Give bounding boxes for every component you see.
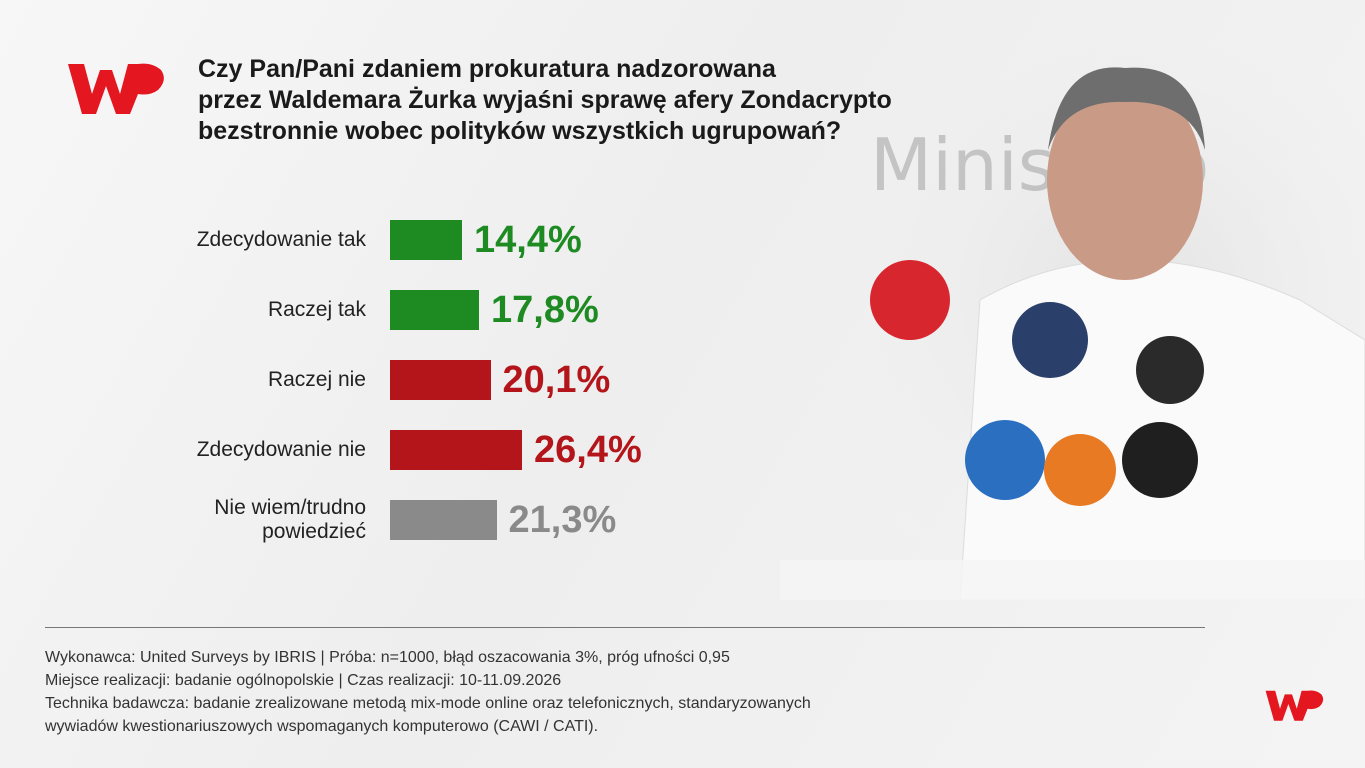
footer-rule	[45, 627, 1205, 628]
category-label: Raczej tak	[267, 298, 366, 321]
footer-line: Technika badawcza: badanie zrealizowane …	[45, 695, 811, 712]
value-label: 26,4%	[534, 429, 642, 471]
title-line: przez Waldemara Żurka wyjaśni sprawę afe…	[198, 86, 892, 114]
wp-logo-small	[1265, 690, 1324, 721]
bar	[390, 360, 491, 400]
category-label: Zdecydowanie nie	[196, 438, 366, 461]
value-label: 21,3%	[508, 499, 617, 541]
bar	[390, 290, 479, 330]
category-label: Nie wiem/trudno powiedzieć	[214, 496, 366, 543]
bar	[390, 430, 522, 470]
wp-logo	[68, 63, 164, 114]
footer-line: wywiadów kwestionariuszowych wspomaganyc…	[45, 718, 599, 735]
value-label: 17,8%	[491, 289, 599, 331]
footer: Wykonawca: United Surveys by IBRIS | Pró…	[45, 646, 811, 738]
footer-line: Miejsce realizacji: badanie ogólnopolski…	[45, 672, 562, 689]
category-label: Raczej nie	[267, 368, 366, 391]
title-line: bezstronnie wobec polityków wszystkich u…	[198, 117, 842, 145]
bar	[390, 220, 462, 260]
footer-line: Wykonawca: United Surveys by IBRIS | Pró…	[45, 649, 730, 666]
value-label: 20,1%	[502, 359, 611, 401]
chart-title: Czy Pan/Pani zdaniem prokuratura nadzoro…	[198, 54, 892, 147]
photo-background: Minis two	[780, 40, 1365, 600]
title-line: Czy Pan/Pani zdaniem prokuratura nadzoro…	[198, 55, 776, 83]
value-label: 14,4%	[474, 219, 582, 261]
bar	[390, 500, 497, 540]
category-label: Zdecydowanie tak	[196, 228, 366, 251]
